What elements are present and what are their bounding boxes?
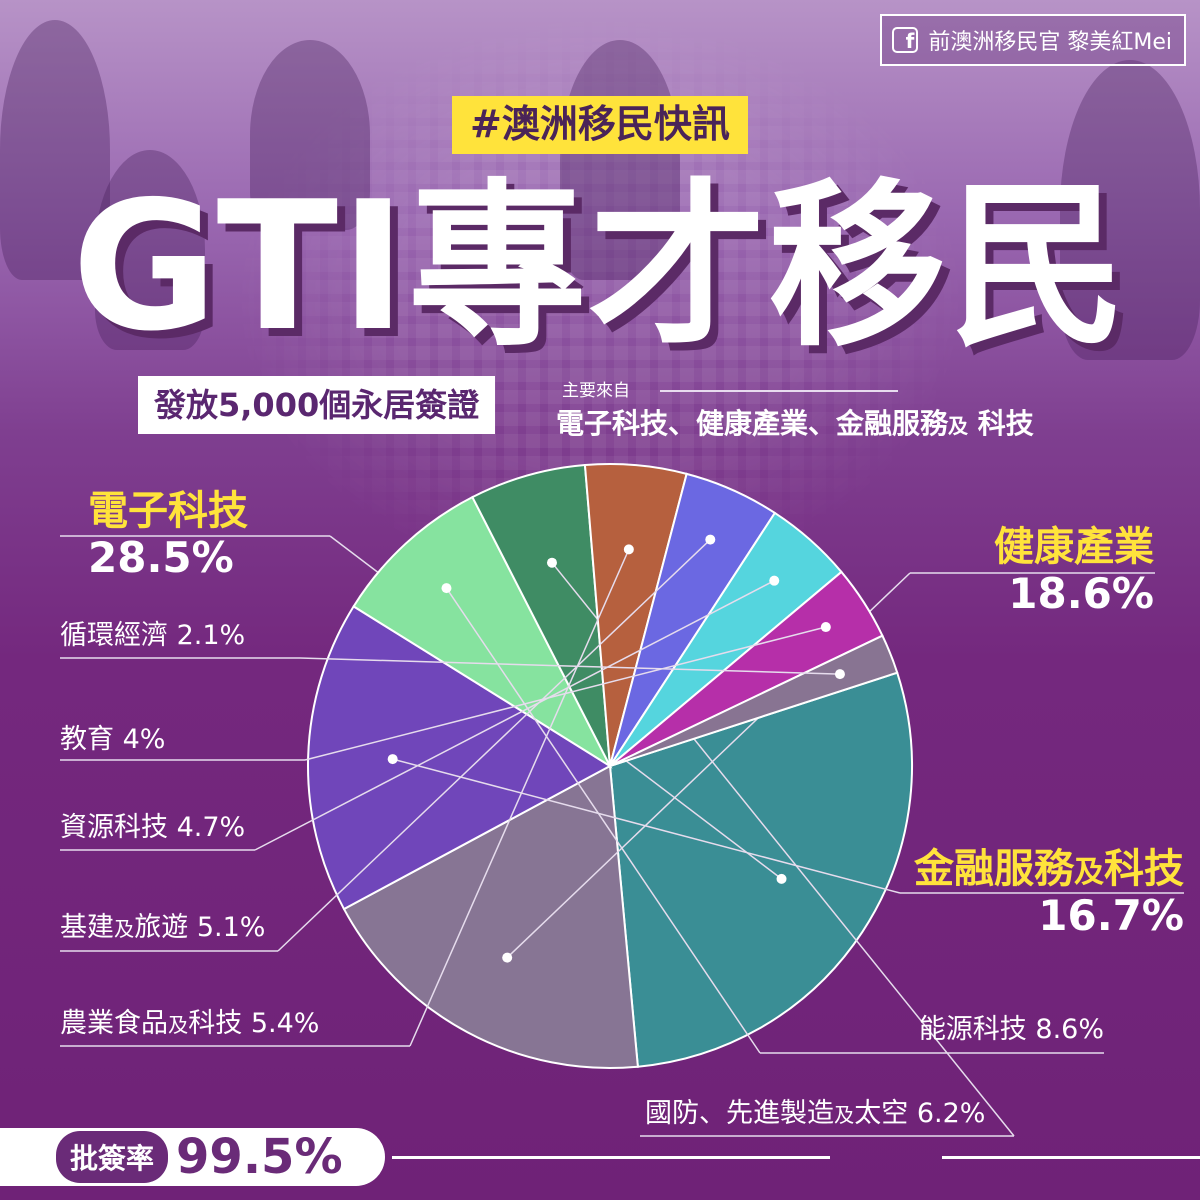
person-silhouette (95, 150, 205, 350)
leader-line (304, 626, 827, 761)
slice-percent: 8.6% (1026, 1014, 1104, 1045)
slice-name: 國防、先進製造及太空 (645, 1098, 909, 1129)
source-label: 主要來自 (562, 381, 630, 401)
person-silhouette (0, 20, 110, 280)
slice-label: 金融服務及科技 16.7% (914, 846, 1184, 940)
leader-dot (769, 575, 780, 586)
leader-dot (623, 544, 634, 555)
pie-slice (307, 604, 612, 911)
pie-slice (608, 671, 913, 1068)
person-silhouette (560, 40, 680, 280)
slice-percent: 16.7% (1038, 891, 1184, 940)
slice-percent: 18.6% (1008, 569, 1154, 618)
slice-percent: 4.7% (168, 812, 246, 843)
leader-dot (820, 622, 831, 633)
leader-dot (387, 754, 398, 765)
leader-dot (834, 669, 845, 680)
slice-percent: 5.1% (188, 912, 266, 943)
slice-label: 循環經濟 2.1% (60, 620, 245, 651)
leader-dot (441, 583, 452, 594)
facebook-name: 前澳洲移民官 黎美紅Mei (928, 30, 1172, 55)
person-silhouette (250, 40, 370, 230)
leader-dot (705, 534, 716, 545)
source-list-part2: 科技 (977, 407, 1034, 440)
slice-name: 金融服務及科技 (914, 846, 1184, 892)
source-divider (660, 390, 898, 392)
person-silhouette (1060, 60, 1200, 360)
slice-label: 資源科技 4.7% (60, 812, 245, 843)
slice-name: 教育 (60, 724, 114, 755)
slice-percent: 5.4% (242, 1008, 320, 1039)
slice-percent: 4% (114, 724, 166, 755)
slice-label: 電子科技 28.5% (88, 488, 248, 582)
pie-slice (342, 764, 639, 1069)
source-list-part1: 電子科技、健康產業、金融服務 (556, 407, 949, 440)
slice-name: 循環經濟 (60, 620, 168, 651)
leader-line (409, 549, 630, 1047)
approval-rate: 99.5% (176, 1129, 343, 1185)
slice-name: 能源科技 (918, 1014, 1027, 1045)
leader-line (277, 539, 711, 952)
leader-line (445, 587, 761, 1054)
slice-label: 國防、先進製造及太空 6.2% (645, 1098, 985, 1129)
leader-dot (502, 952, 513, 963)
leader-dot (776, 873, 787, 884)
leader-dot (546, 557, 557, 568)
page-title: GTI專才移民 (71, 163, 1129, 370)
leader-line (392, 758, 901, 894)
leader-line (299, 657, 840, 675)
slice-label: 健康產業 18.6% (994, 524, 1154, 618)
visa-count-label: 發放5,000個永居簽證 (138, 376, 496, 435)
facebook-icon: f (892, 27, 919, 53)
approval-label: 批簽率 (56, 1131, 169, 1183)
pie-slice (609, 634, 899, 767)
slice-name: 基建及旅遊 (60, 912, 189, 943)
slice-label: 能源科技 8.6% (919, 1014, 1104, 1045)
slice-label: 農業食品及科技 5.4% (60, 1008, 319, 1039)
slice-name: 電子科技 (88, 488, 248, 534)
slice-percent: 28.5% (88, 533, 234, 582)
slice-percent: 6.2% (908, 1098, 986, 1129)
source-list: 電子科技、健康產業、金融服務及 科技 (556, 402, 1034, 442)
source-list-and: 及 (948, 414, 969, 438)
bottom-divider (392, 1156, 830, 1159)
leader-line (254, 580, 775, 851)
slice-name: 健康產業 (994, 524, 1154, 570)
slice-label: 基建及旅遊 5.1% (60, 912, 265, 943)
slice-name: 資源科技 (60, 812, 168, 843)
hashtag-label: #澳洲移民快訊 (452, 96, 748, 154)
slice-name: 農業食品及科技 (60, 1008, 243, 1039)
slice-label: 教育 4% (60, 724, 165, 755)
facebook-badge: f 前澳洲移民官 黎美紅Mei (880, 14, 1186, 66)
approval-rate-box: 批簽率 99.5% (0, 1128, 385, 1186)
bottom-divider (942, 1156, 1200, 1159)
slice-percent: 2.1% (168, 620, 246, 651)
